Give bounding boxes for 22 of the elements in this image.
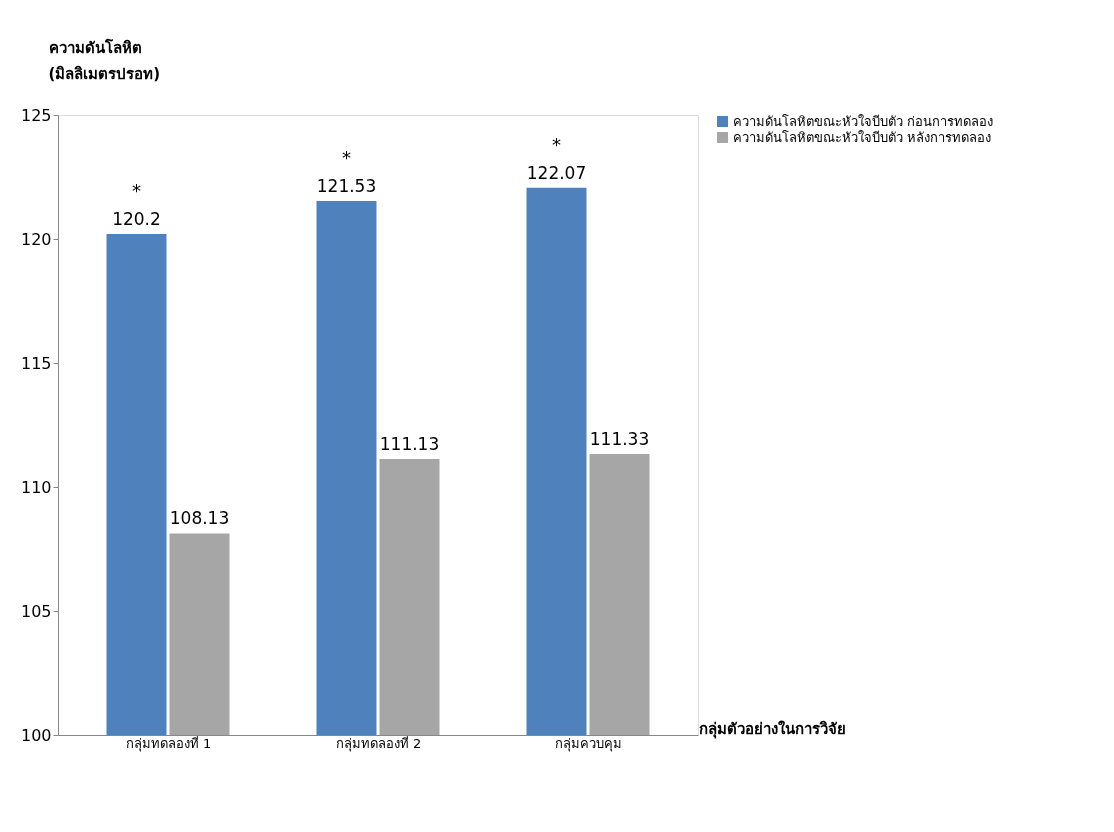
annotation: * [552, 133, 561, 155]
data-label: 120.2 [112, 209, 161, 230]
y-tick-label: 115 [20, 353, 52, 373]
x-axis-title: กลุ่มตัวอย่างในการวิจัย [698, 719, 846, 739]
data-label: 111.33 [589, 429, 650, 450]
data-label: 121.53 [316, 176, 377, 197]
legend-label: ความดันโลหิตขณะหัวใจบีบตัว หลังการทดลอง [733, 129, 992, 145]
data-label: 108.13 [169, 508, 230, 529]
x-tick-label: กลุ่มทดลองที่ 1 [125, 734, 212, 752]
data-label: 111.13 [379, 433, 440, 454]
y-tick-label: 120 [20, 229, 52, 249]
y-tick-label: 110 [20, 477, 52, 497]
y-axis-title: ความดันโลหิต (มิลลิเมตรปรอท) [48, 37, 161, 83]
x-tick-label: กลุ่มควบคุม [555, 735, 622, 752]
y-tick-label: 125 [20, 105, 52, 125]
y-tick-label: 105 [20, 601, 52, 621]
y-tick-label: 100 [20, 725, 52, 745]
annotation: * [132, 180, 141, 202]
annotation: * [342, 147, 351, 169]
x-tick-label: กลุ่มทดลองที่ 2 [335, 734, 422, 752]
data-label: 122.07 [526, 162, 587, 183]
legend-label: ความดันโลหิตขณะหัวใจบีบตัว ก่อนการทดลอง [733, 113, 994, 129]
